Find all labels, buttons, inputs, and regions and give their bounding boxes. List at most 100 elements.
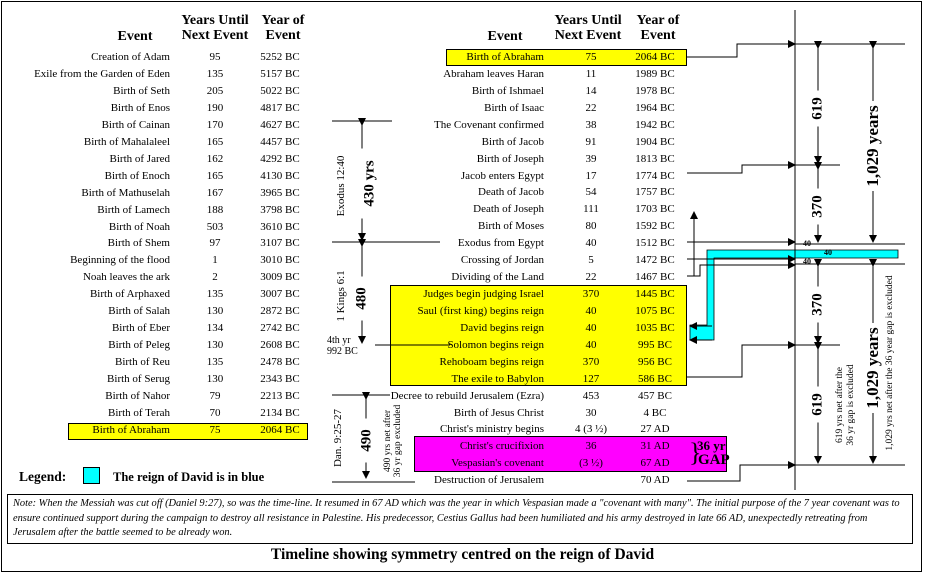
- left-table-date-cell: 4817 BC: [260, 101, 300, 114]
- left-table-date-cell: 4292 BC: [260, 152, 300, 165]
- right-table-date-cell: 1592 BC: [635, 220, 675, 233]
- right-table-years-cell: 40: [585, 321, 597, 334]
- right-table-date-cell: 31 AD: [640, 440, 670, 453]
- right-table-years-cell: 11: [585, 67, 597, 80]
- span-1029-bottom-note: 1,029 yrs net after the 36 year gap is e…: [885, 275, 895, 451]
- left-table-date-cell: 2872 BC: [260, 305, 300, 318]
- right-table-years-cell: 370: [582, 355, 600, 368]
- gap-highlight: [414, 436, 727, 472]
- left-table-event-cell: Birth of Seth: [113, 84, 170, 97]
- left-table-date-cell: 4627 BC: [260, 118, 300, 131]
- legend-text: The reign of David is in blue: [113, 470, 265, 484]
- note-box: Note: When the Messiah was cut off (Dani…: [7, 494, 913, 544]
- left-table-date-cell: 3965 BC: [260, 186, 300, 199]
- right-table-years-cell: 36: [585, 440, 597, 453]
- left-table-date-cell: 2478 BC: [260, 356, 300, 369]
- right-table-event-cell: Rehoboam begins reign: [439, 355, 544, 368]
- gap-brace: }: [689, 438, 702, 467]
- caption: Timeline showing symmetry centred on the…: [270, 546, 655, 563]
- right-table-date-cell: 457 BC: [638, 389, 672, 402]
- forty-label-2: 40: [824, 248, 832, 257]
- left-table-years-cell: 2: [212, 271, 218, 284]
- right-abraham-highlight: [446, 49, 687, 66]
- forty-label-1: 40: [803, 239, 811, 248]
- right-table-date-cell: 1989 BC: [635, 67, 675, 80]
- right-table-years-cell: 40: [585, 237, 597, 250]
- right-table-event-cell: Birth of Joseph: [476, 152, 544, 165]
- right-table-years-cell: 127: [582, 372, 600, 385]
- right-table-years-cell: 75: [585, 51, 597, 63]
- right-table-years-cell: 370: [582, 288, 600, 301]
- left-table-years-cell: 135: [206, 67, 224, 80]
- left-table-event-cell: Creation of Adam: [91, 51, 170, 63]
- right-table-years-cell: 4 (3 ½): [574, 423, 608, 436]
- right-table-years-cell: 54: [585, 186, 597, 199]
- right-table-event-cell: Jacob enters Egypt: [460, 169, 544, 182]
- left-header-yearof: Year of Event: [261, 13, 305, 43]
- left-table-date-cell: 4457 BC: [260, 135, 300, 148]
- right-table-event-cell: Christ's crucifixion: [459, 440, 544, 453]
- right-table-event-cell: Exodus from Egypt: [457, 237, 544, 250]
- left-table-event-cell: Birth of Abraham: [92, 423, 170, 436]
- right-table-event-cell: Decree to rebuild Jerusalem (Ezra): [390, 389, 544, 402]
- exodus-years-label: 430 yrs: [361, 148, 379, 219]
- right-table-event-cell: Crossing of Jordan: [460, 254, 544, 267]
- connector-destruction: [687, 461, 796, 482]
- right-table-years-cell: 80: [585, 220, 597, 233]
- right-table-date-cell: 1035 BC: [635, 321, 675, 334]
- left-table-event-cell: Birth of Jared: [109, 152, 170, 165]
- right-header-yearof: Year of Event: [636, 13, 680, 43]
- right-table-years-cell: 453: [582, 389, 600, 402]
- right-table-years-cell: 14: [585, 84, 597, 97]
- right-table-years-cell: 30: [585, 406, 597, 419]
- right-table-date-cell: 1445 BC: [635, 288, 675, 301]
- right-table-date-cell: 1978 BC: [635, 84, 675, 97]
- left-table-years-cell: 130: [206, 373, 224, 386]
- left-table-date-cell: 3009 BC: [260, 271, 300, 284]
- connector-dividing: [687, 261, 796, 277]
- connector-abraham: [687, 40, 796, 58]
- left-table-date-cell: 3610 BC: [260, 220, 300, 233]
- left-table-date-cell: 2213 BC: [260, 390, 300, 402]
- left-table-event-cell: Birth of Enos: [110, 101, 170, 114]
- fourth-year-date: 992 BC: [327, 346, 358, 357]
- left-table-years-cell: 95: [209, 51, 221, 63]
- left-table-years-cell: 188: [206, 203, 224, 216]
- left-table-date-cell: 5157 BC: [260, 67, 300, 80]
- right-table-event-cell: The Covenant confirmed: [434, 118, 544, 131]
- left-table-event-cell: Birth of Mahalaleel: [83, 135, 170, 148]
- right-table-date-cell: 995 BC: [638, 338, 672, 351]
- left-table-years-cell: 165: [206, 135, 224, 148]
- right-table-event-cell: Birth of Jesus Christ: [453, 406, 544, 419]
- right-table-event-cell: Christ's ministry begins: [439, 423, 544, 436]
- left-table-years-cell: 165: [206, 169, 224, 182]
- left-abraham-highlight: [68, 423, 308, 440]
- left-table-years-cell: 135: [206, 356, 224, 369]
- right-table-event-cell: Birth of Ishmael: [471, 84, 544, 97]
- left-table-years-cell: 205: [206, 84, 224, 97]
- right-table-event-cell: Abraham leaves Haran: [443, 67, 544, 80]
- left-table-date-cell: 2742 BC: [260, 322, 300, 335]
- left-table-event-cell: Birth of Eber: [111, 322, 170, 335]
- left-table-years-cell: 167: [206, 186, 224, 199]
- left-table-date-cell: 2343 BC: [260, 373, 300, 386]
- right-table-date-cell: 1774 BC: [635, 169, 675, 182]
- left-table-years-cell: 503: [206, 220, 224, 233]
- left-table-years-cell: 1: [212, 254, 218, 267]
- dan-years-label: 490: [358, 418, 376, 463]
- right-table-event-cell: David begins reign: [460, 321, 544, 334]
- kings-years-label: 480: [353, 276, 371, 321]
- gap-word-label: GAP: [698, 452, 730, 468]
- left-table-years-cell: 135: [206, 288, 224, 301]
- dan-note-2: 36 yr gap excluded: [393, 404, 403, 478]
- legend-swatch: [83, 467, 100, 484]
- left-table-event-cell: Birth of Peleg: [108, 339, 170, 352]
- right-table-years-cell: 5: [588, 254, 594, 267]
- right-table-event-cell: Dividing of the Land: [451, 271, 544, 284]
- right-table-date-cell: 1467 BC: [635, 271, 675, 284]
- right-table-date-cell: 1757 BC: [635, 186, 675, 199]
- span-1029-bottom-label: 1,029 years: [863, 323, 883, 413]
- right-table-date-cell: 4 BC: [643, 406, 667, 419]
